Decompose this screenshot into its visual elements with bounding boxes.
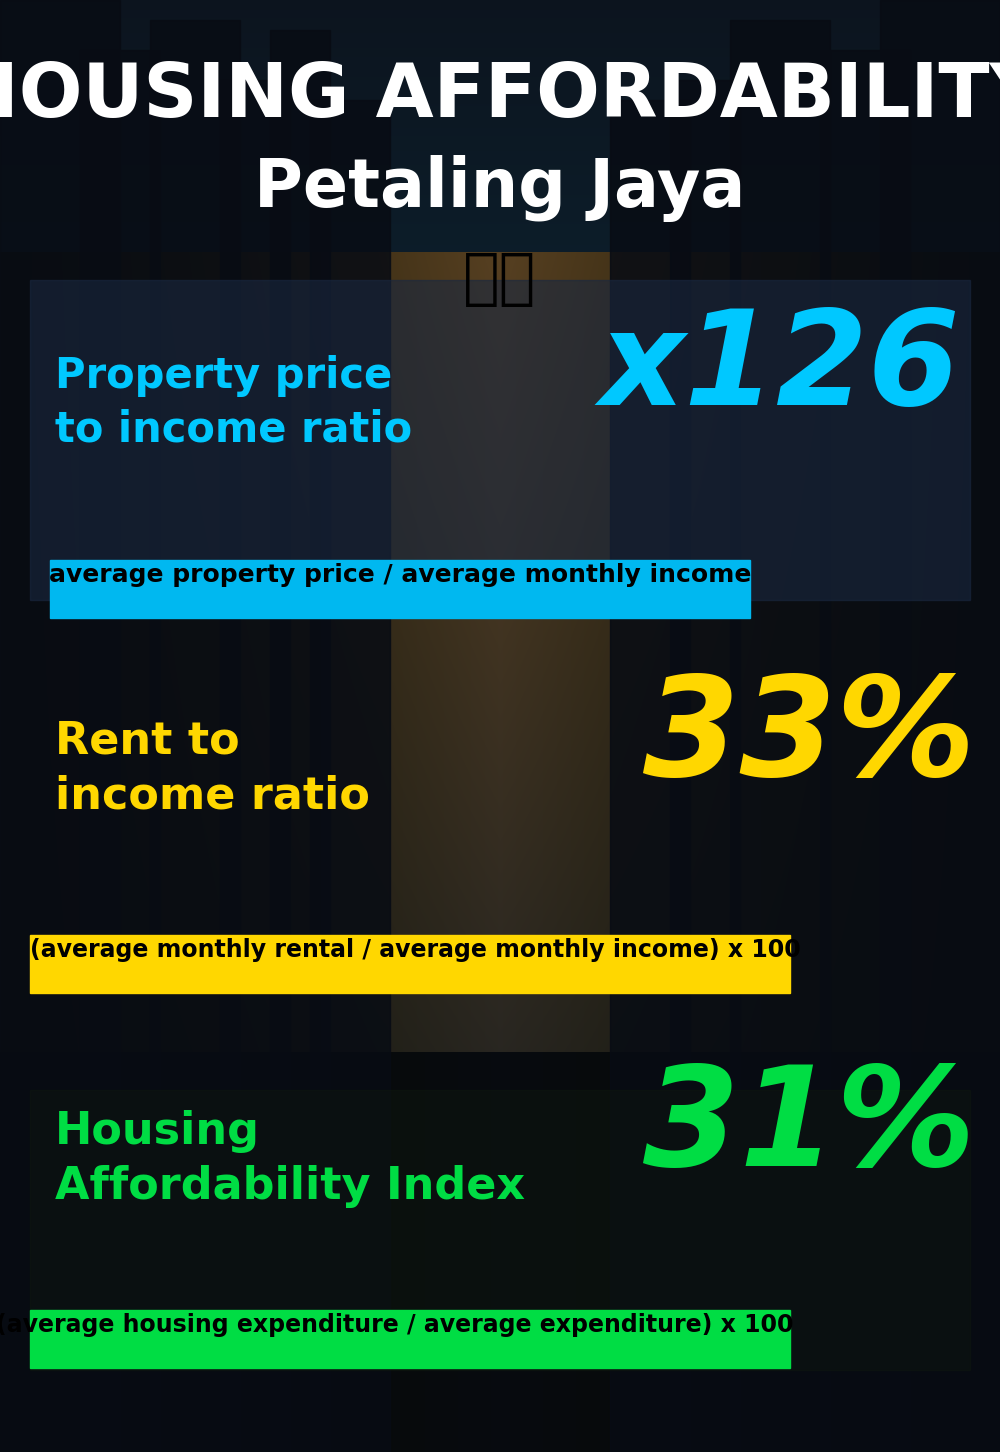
Bar — [270, 30, 330, 1452]
Text: 31%: 31% — [643, 1060, 975, 1195]
Text: 🇲🇾: 🇲🇾 — [463, 250, 537, 309]
Text: (average housing expenditure / average expenditure) x 100: (average housing expenditure / average e… — [0, 1313, 794, 1337]
Bar — [30, 935, 790, 993]
Text: Property price
to income ratio: Property price to income ratio — [55, 354, 412, 450]
Bar — [30, 1090, 970, 1371]
Text: HOUSING AFFORDABILITY: HOUSING AFFORDABILITY — [0, 60, 1000, 134]
Bar — [50, 560, 750, 619]
Text: (average monthly rental / average monthly income) x 100: (average monthly rental / average monthl… — [30, 938, 800, 963]
Bar — [80, 49, 160, 1452]
Bar — [820, 49, 910, 1452]
Bar — [150, 20, 240, 1452]
Text: Petaling Jaya: Petaling Jaya — [254, 155, 746, 222]
Bar — [220, 80, 290, 1452]
Text: x126: x126 — [599, 305, 960, 433]
Text: Housing
Affordability Index: Housing Affordability Index — [55, 1109, 525, 1208]
Bar — [610, 100, 690, 1452]
Text: 33%: 33% — [643, 669, 975, 804]
Bar — [0, 0, 120, 1452]
Bar — [670, 80, 740, 1452]
Bar — [880, 0, 1000, 1452]
Text: Rent to
income ratio: Rent to income ratio — [55, 720, 370, 817]
Bar — [310, 100, 390, 1452]
Bar — [30, 1310, 790, 1368]
Text: average property price / average monthly income: average property price / average monthly… — [49, 563, 751, 587]
Bar — [30, 280, 970, 600]
Bar — [730, 20, 830, 1452]
